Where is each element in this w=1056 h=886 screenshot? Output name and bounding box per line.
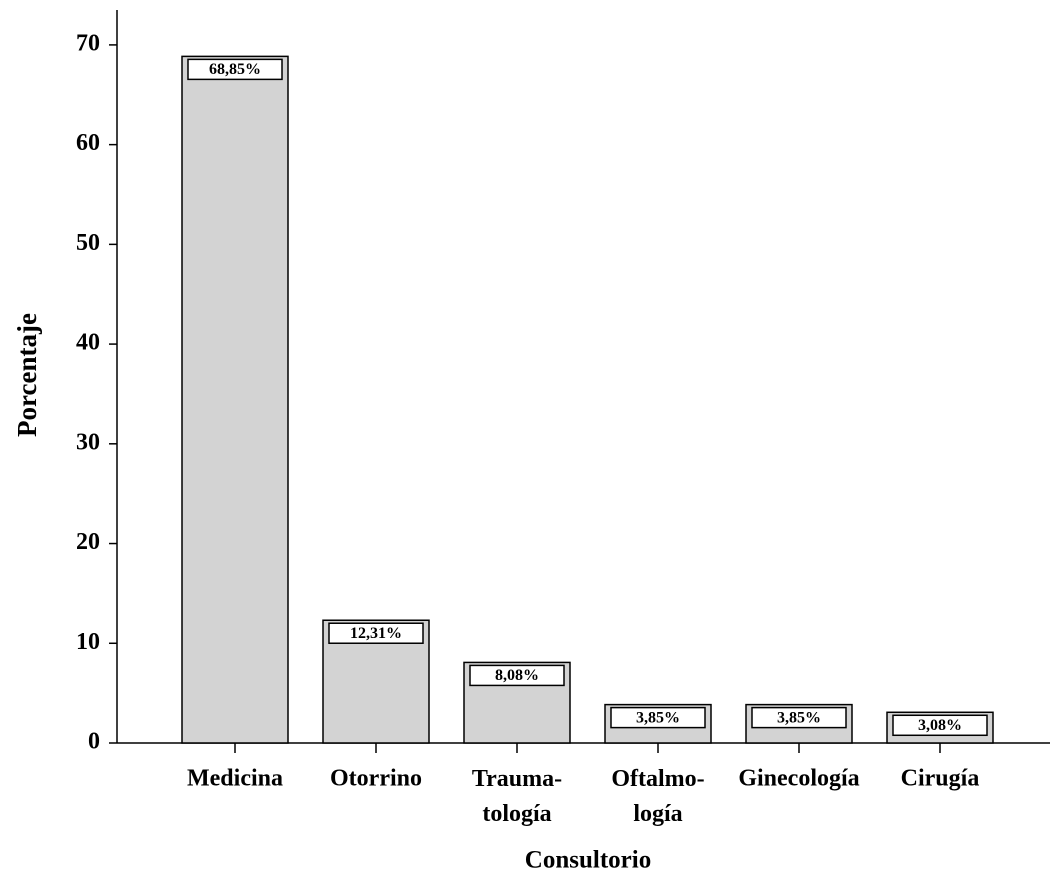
value-label-box (751, 706, 847, 729)
y-tick-label: 40 (76, 330, 100, 356)
y-tick-label: 50 (76, 230, 100, 256)
value-label: 3,85% (636, 709, 680, 726)
x-tick-label: Medicina (187, 766, 283, 792)
value-label: 3,08% (918, 717, 962, 734)
x-tick-label: Trauma-tología (472, 766, 562, 827)
y-tick-label: 30 (76, 429, 100, 455)
value-label: 8,08% (495, 667, 539, 684)
y-tick-label: 60 (76, 130, 100, 156)
x-tick-label: Cirugía (901, 766, 980, 792)
x-tick-label: Oftalmo-logía (611, 766, 704, 827)
value-label-box (187, 58, 283, 81)
x-axis-label: Consultorio (525, 847, 651, 874)
value-label: 12,31% (350, 625, 402, 642)
y-tick-label: 10 (76, 629, 100, 655)
y-tick-label: 70 (76, 30, 100, 56)
value-label-box (892, 714, 988, 737)
x-tick-label: Ginecología (738, 766, 859, 792)
value-label-box (469, 664, 565, 687)
x-tick-label: Otorrino (330, 766, 422, 792)
value-label: 3,85% (777, 709, 821, 726)
y-tick-label: 20 (76, 529, 100, 555)
value-label-box (328, 622, 424, 644)
y-tick-label: 0 (88, 729, 100, 755)
y-axis-label: Porcentaje (12, 313, 42, 437)
bar (181, 55, 289, 744)
value-label-box (610, 706, 706, 729)
value-label: 68,85% (209, 61, 261, 78)
